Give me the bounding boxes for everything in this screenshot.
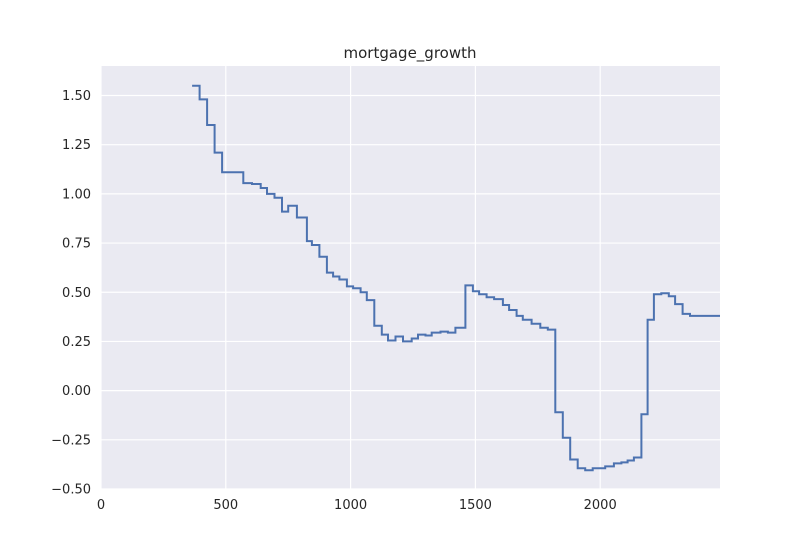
y-tick-labels: −0.50 −0.25 0.00 0.25 0.50 0.75 1.00 1.25 1.50 xyxy=(51,89,91,497)
x-tick-label: 0 xyxy=(97,498,105,513)
y-tick-label: 1.50 xyxy=(62,89,91,104)
plot-area xyxy=(101,66,720,489)
y-tick-label: −0.25 xyxy=(51,433,91,448)
series-layer xyxy=(192,84,720,472)
y-tick-label: 0.25 xyxy=(62,335,91,350)
y-tick-label: 1.00 xyxy=(62,187,91,202)
y-tick-label: 1.25 xyxy=(62,138,91,153)
x-tick-label: 2000 xyxy=(584,498,617,513)
y-tick-label: 0.00 xyxy=(62,384,91,399)
x-tick-label: 1000 xyxy=(334,498,367,513)
y-tick-label: 0.50 xyxy=(62,286,91,301)
y-grid xyxy=(101,94,720,490)
x-grid xyxy=(100,66,601,489)
x-tick-label: 1500 xyxy=(459,498,492,513)
x-tick-label: 500 xyxy=(213,498,238,513)
y-tick-label: −0.50 xyxy=(51,483,91,498)
y-tick-label: 0.75 xyxy=(62,237,91,252)
x-tick-labels: 0 500 1000 1500 2000 xyxy=(97,498,617,513)
series-line xyxy=(192,84,720,472)
chart-title: mortgage_growth xyxy=(344,44,477,63)
